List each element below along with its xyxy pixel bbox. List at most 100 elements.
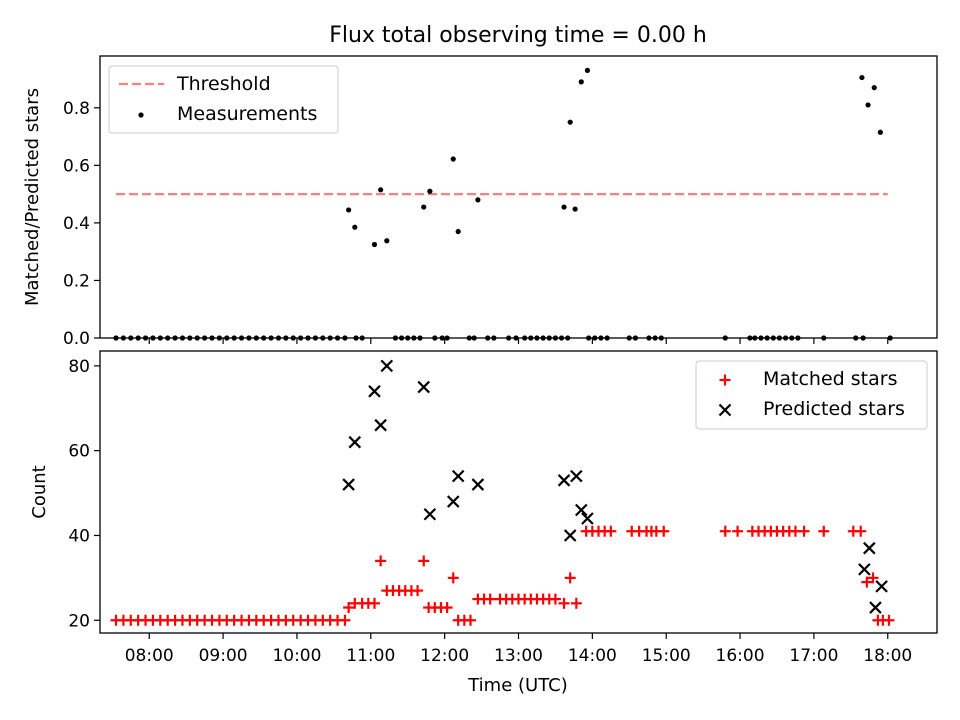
bottom-y-tick-label: 60 (68, 442, 90, 462)
top-panel: Matched/Predicted stars 0.00.20.40.60.8 … (22, 55, 938, 349)
predicted-star-point (417, 380, 430, 394)
legend-predicted-label: Predicted stars (763, 398, 905, 420)
bottom-x-tick-label: 16:00 (716, 646, 765, 666)
predicted-star-point-b (875, 580, 888, 593)
predicted-star-point-b (581, 512, 594, 525)
bottom-y-tick-label: 20 (68, 611, 90, 631)
bottom-x-tick-label: 11:00 (346, 646, 395, 666)
legend-matched-swatch (719, 374, 731, 386)
measurement-point (450, 156, 456, 162)
bottom-x-tick-label: 13:00 (494, 646, 543, 666)
legend-measurement-swatch (138, 112, 144, 118)
matched-star-point (818, 525, 830, 537)
matched-star-point (339, 614, 351, 626)
measurement-point (561, 204, 567, 210)
predicted-star-point (863, 541, 876, 555)
predicted-star-point (471, 478, 485, 491)
bottom-x-tick-label: 15:00 (642, 646, 691, 666)
bottom-x-tick-label: 08:00 (125, 646, 174, 666)
predicted-star-point-b (451, 469, 465, 483)
predicted-star-point-b (574, 503, 588, 517)
predicted-star-point (581, 512, 594, 525)
legend-matched-label: Matched stars (763, 368, 897, 390)
matched-star-point (798, 525, 810, 537)
measurement-point (346, 207, 352, 213)
top-y-ticks: 0.0 0.2 0.4 0.6 0.8 (63, 99, 100, 349)
measurement-point (427, 188, 433, 194)
predicted-star-point (368, 385, 381, 398)
top-x-ticks (148, 338, 889, 344)
matched-star-point (412, 585, 424, 597)
measurement-point (421, 204, 427, 210)
bottom-x-tick-label: 18:00 (863, 646, 912, 666)
predicted-star-point-b (858, 563, 871, 576)
bottom-legend: Matched stars Predicted stars (695, 360, 928, 430)
predicted-star-point-b (557, 474, 571, 487)
matched-star-point (343, 602, 355, 614)
bottom-y-tick-label: 80 (68, 357, 90, 377)
top-plot-frame (99, 55, 938, 339)
matched-star-point (368, 597, 380, 609)
top-y-tick-label: 0.4 (63, 214, 90, 234)
measurement-point (572, 206, 578, 212)
predicted-star-point (557, 474, 571, 487)
predicted-star-point-b (570, 469, 583, 483)
matched-stars-points (110, 525, 895, 626)
predicted-star-point (374, 418, 387, 432)
chart-title: Flux total observing time = 0.00 h (329, 23, 707, 48)
measurement-point (455, 228, 461, 235)
predicted-star-point-b (342, 478, 355, 491)
top-y-tick-label: 0.0 (63, 329, 90, 349)
matched-star-point (732, 525, 744, 537)
bottom-panel: Count Time (UTC) 20 40 60 80 08:00 09:00 10:0… (29, 350, 938, 696)
bottom-plot-frame (99, 350, 938, 634)
predicted-star-point-b (423, 507, 437, 521)
predicted-star-point-b (471, 478, 485, 491)
matched-star-point (375, 555, 387, 567)
bottom-y-axis-label: Count (29, 465, 50, 518)
predicted-star-point-b (869, 601, 882, 614)
top-y-tick-label: 0.6 (63, 156, 90, 176)
predicted-star-point (574, 503, 588, 517)
bottom-x-tick-label: 14:00 (568, 646, 617, 666)
predicted-star-point-b (563, 529, 577, 542)
measurement-point (859, 74, 865, 81)
predicted-star-point-b (348, 435, 362, 449)
measurement-point (877, 129, 883, 135)
matched-star-point (719, 525, 731, 537)
predicted-star-point (563, 529, 577, 542)
legend-threshold-label: Threshold (176, 73, 271, 95)
predicted-star-point (451, 469, 465, 483)
bottom-y-ticks: 20 40 60 80 (68, 357, 100, 631)
top-y-axis-label: Matched/Predicted stars (22, 88, 43, 306)
predicted-star-point-b (417, 380, 430, 394)
top-y-tick-label: 0.2 (63, 271, 90, 291)
legend-predicted-marker (718, 403, 732, 417)
legend-predicted-marker-b (718, 403, 732, 417)
matched-star-point (883, 614, 895, 626)
predicted-star-point (342, 478, 355, 491)
measurement-point (871, 85, 877, 91)
bottom-x-tick-label: 09:00 (199, 646, 248, 666)
measurement-point (378, 187, 384, 193)
measurement-point (384, 238, 390, 244)
measurement-point (584, 67, 591, 73)
predicted-star-point-b (380, 359, 394, 373)
predicted-star-point (380, 359, 394, 373)
predicted-star-point (348, 435, 362, 449)
matched-star-point (855, 525, 867, 537)
predicted-star-point-b (863, 541, 876, 555)
matched-star-point (549, 593, 561, 605)
bottom-x-tick-label: 10:00 (272, 646, 321, 666)
measurement-point (371, 241, 378, 248)
matched-star-point (464, 614, 476, 626)
predicted-star-point-b (368, 385, 381, 398)
matched-star-point (605, 525, 617, 537)
measurement-point (865, 102, 871, 108)
predicted-star-point (570, 469, 583, 483)
predicted-star-point-b (446, 495, 460, 508)
top-legend: Threshold Measurements (108, 65, 339, 134)
measurement-point (578, 79, 584, 85)
matched-star-point (558, 597, 570, 609)
